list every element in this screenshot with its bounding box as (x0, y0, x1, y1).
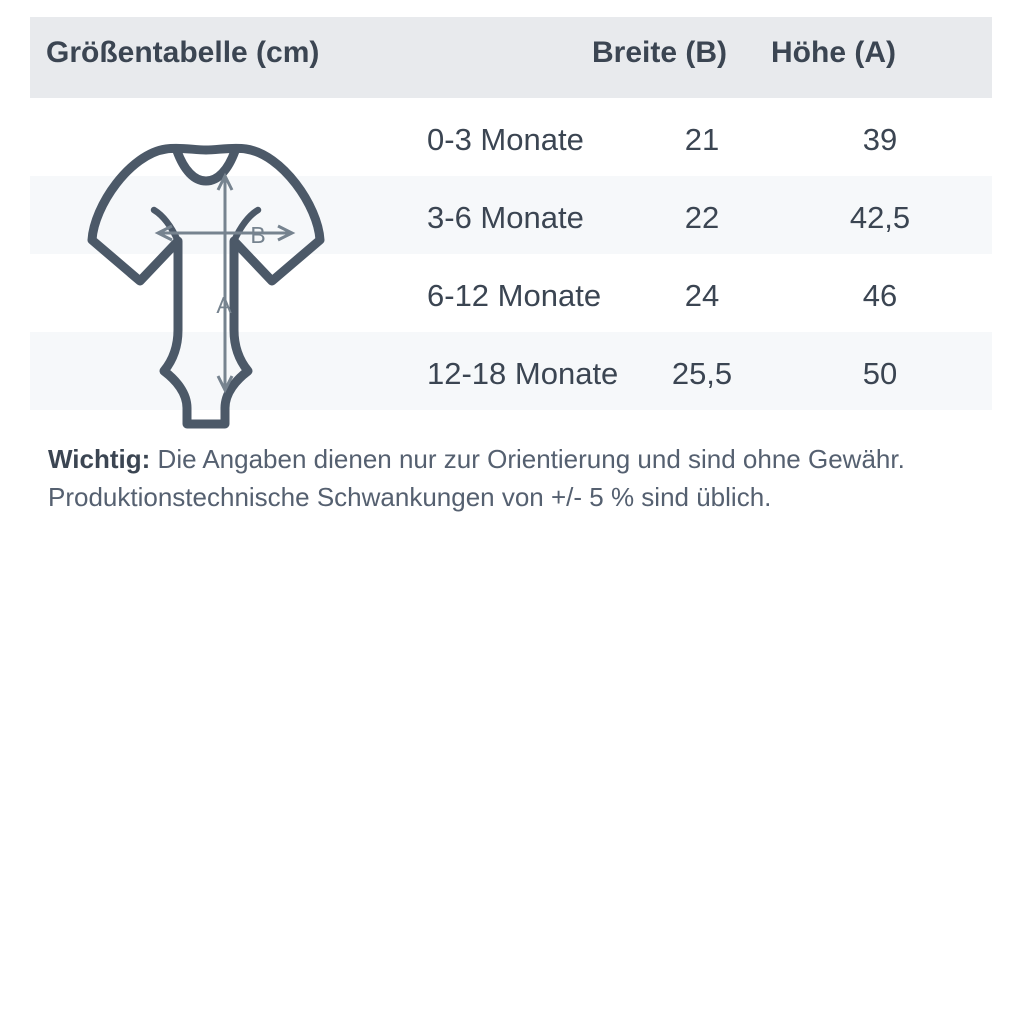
svg-text:B: B (250, 222, 265, 248)
svg-text:A: A (216, 292, 232, 318)
